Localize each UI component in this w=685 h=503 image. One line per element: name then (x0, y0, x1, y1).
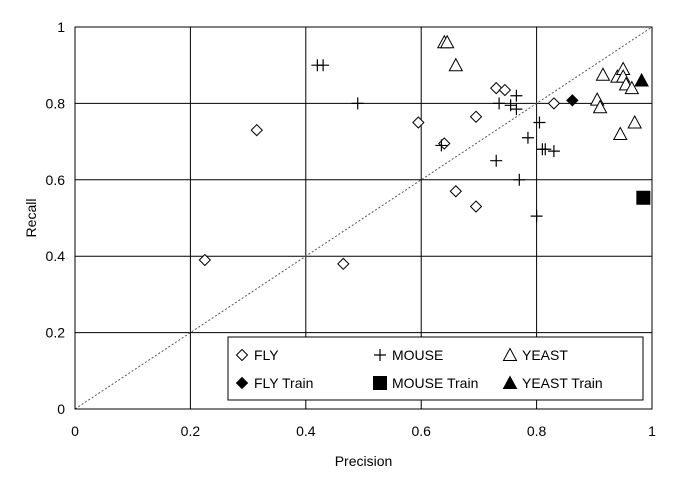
y-tick-label: 0 (57, 401, 65, 417)
data-point-mouse (539, 143, 552, 156)
data-point-fly (250, 123, 263, 137)
data-point-mouse (351, 97, 364, 110)
data-point-yeast (439, 34, 455, 49)
legend-box (227, 336, 644, 401)
legend-marker-mouse (374, 349, 386, 361)
data-point-fly-train (566, 94, 579, 107)
data-points (198, 34, 651, 271)
data-point-fly (547, 97, 561, 110)
legend-marker-yeast-train (502, 375, 518, 390)
legend-label-mouse-train: MOUSE Train (392, 375, 478, 391)
data-point-mouse (521, 131, 534, 144)
y-tick-label: 0.6 (46, 172, 66, 188)
x-tick-label: 0.2 (181, 423, 201, 439)
data-point-fly (469, 110, 483, 123)
data-point-yeast (627, 114, 643, 129)
y-tick-label: 1 (57, 19, 65, 35)
data-point-mouse (493, 97, 506, 110)
y-tick-label: 0.2 (46, 325, 66, 341)
x-tick-label: 0.4 (296, 423, 316, 439)
data-point-mouse (317, 59, 330, 72)
data-point-fly (498, 83, 512, 97)
x-axis-label: Precision (335, 453, 393, 469)
data-point-mouse (547, 145, 560, 158)
data-point-fly (490, 81, 503, 95)
legend-marker-fly (235, 348, 249, 362)
data-point-mouse (510, 89, 523, 102)
data-point-fly (469, 200, 483, 213)
axis-tick-labels: 0 0.2 0.4 0.6 0.8 1 0 0.2 0.4 0.6 0.8 1 (46, 19, 657, 439)
legend: FLY MOUSE YEAST FLY Train MOUSE Train YEAST T… (227, 336, 644, 401)
x-tick-label: 0 (71, 423, 79, 439)
legend-marker-yeast (502, 347, 518, 362)
data-point-yeast-train (634, 72, 649, 87)
legend-label-fly-train: FLY Train (254, 375, 313, 391)
data-point-yeast (448, 57, 464, 72)
diagonal-reference-line (74, 26, 653, 410)
data-point-yeast (624, 80, 640, 95)
data-point-yeast (595, 67, 611, 81)
legend-label-mouse: MOUSE (392, 347, 443, 363)
legend-label-yeast-train: YEAST Train (522, 375, 603, 391)
y-axis-label: Recall (23, 199, 39, 238)
data-point-yeast (592, 99, 608, 114)
legend-label-yeast: YEAST (522, 347, 568, 363)
data-point-mouse (490, 154, 503, 167)
data-point-mouse (513, 173, 526, 186)
data-point-mouse (530, 210, 543, 223)
legend-marker-fly-train (235, 376, 249, 390)
data-point-mouse-train (636, 190, 651, 205)
y-tick-label: 0.4 (46, 248, 66, 264)
data-point-yeast (612, 126, 628, 140)
x-tick-label: 1 (648, 423, 656, 439)
data-point-fly (412, 116, 425, 129)
legend-marker-mouse-train (373, 376, 387, 390)
data-point-fly (449, 185, 463, 198)
data-point-fly (438, 137, 451, 150)
data-point-mouse (510, 103, 523, 116)
data-point-fly (198, 253, 212, 267)
y-tick-label: 0.8 (46, 95, 66, 111)
data-point-fly (337, 257, 350, 271)
data-point-mouse (435, 139, 448, 152)
x-tick-label: 0.8 (527, 423, 547, 439)
plot-area-border (74, 26, 653, 410)
legend-label-fly: FLY (254, 347, 279, 363)
x-tick-label: 0.6 (411, 423, 431, 439)
data-point-mouse (533, 116, 546, 129)
